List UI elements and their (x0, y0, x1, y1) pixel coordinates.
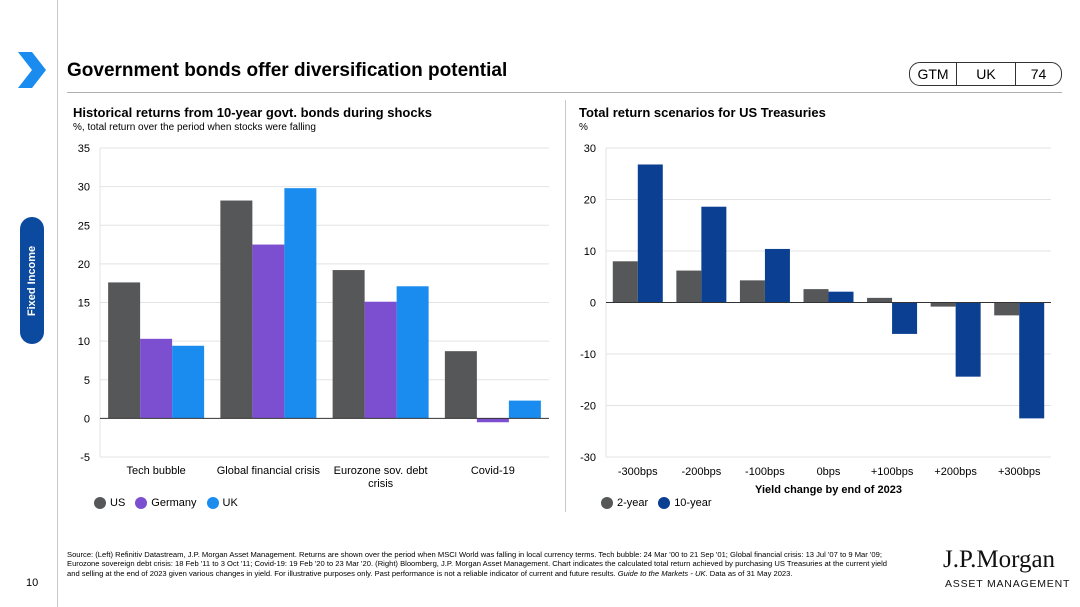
bar-us-global-financial-crisis (220, 200, 253, 419)
y-tick-label: -20 (580, 401, 596, 413)
asset-management-label: ASSET MANAGEMENT (945, 578, 1071, 590)
section-tab-fixed-income[interactable]: Fixed Income (20, 217, 44, 344)
y-tick-label: 35 (78, 143, 90, 155)
right-chart-title: Total return scenarios for US Treasuries (579, 105, 826, 120)
y-tick-label: 25 (78, 220, 90, 232)
y-tick-label: 10 (78, 336, 90, 348)
y-tick-label: 15 (78, 298, 90, 310)
legend-germany-label: Germany (151, 497, 197, 509)
badge-gtm: GTM (910, 63, 957, 85)
bar-us-covid-19 (444, 351, 477, 419)
y-tick-label: 10 (584, 246, 596, 258)
bar-10-year-200bps (701, 206, 727, 303)
left-chart-subtitle: %, total return over the period when sto… (73, 122, 316, 133)
bar-us-eurozone-sov-debt-crisis (332, 270, 365, 419)
legend-germany-swatch (135, 497, 148, 509)
x-tick-label: -100bps (745, 466, 785, 478)
bar-10-year-200bps (955, 302, 981, 377)
source-guide: Guide to the Markets - UK (617, 568, 706, 578)
bar-10-year-300bps (1019, 302, 1045, 419)
source-note: Source: (Left) Refinitiv Datastream, J.P… (67, 550, 897, 578)
section-tab-label: Fixed Income (26, 245, 38, 316)
y-tick-label: -5 (80, 452, 90, 464)
bar-germany-tech-bubble (140, 338, 173, 419)
bar-10-year-100bps (892, 302, 918, 334)
source-text: Source: (Left) Refinitiv Datastream, J.P… (67, 550, 888, 578)
y-tick-label: 30 (584, 143, 596, 155)
x-axis-title: Yield change by end of 2023 (755, 484, 902, 496)
y-tick-label: 0 (84, 413, 90, 425)
bar-germany-covid-19 (476, 418, 509, 423)
right-chart-legend: 2-year 10-year (601, 497, 721, 509)
bar-2-year-300bps (612, 261, 638, 303)
page-number: 10 (26, 577, 39, 589)
y-tick-label: 5 (84, 375, 90, 387)
bar-10-year-100bps (764, 248, 790, 303)
bar-2-year-100bps (867, 297, 893, 303)
bar-10-year-300bps (637, 164, 663, 303)
bar-10-year-0bps (828, 291, 854, 303)
x-tick-label: +300bps (998, 466, 1041, 478)
x-tick-label: -200bps (681, 466, 721, 478)
legend-uk-swatch (206, 497, 219, 509)
panel-divider (565, 100, 566, 512)
y-tick-label: -10 (580, 349, 596, 361)
y-tick-label: 30 (78, 182, 90, 194)
x-tick-label: +100bps (871, 466, 914, 478)
bar-uk-global-financial-crisis (284, 188, 317, 419)
x-tick-label: Global financial crisis (217, 465, 321, 477)
bar-2-year-100bps (739, 280, 765, 303)
right-bar-chart: -30 -20 -10 0 10 20 30 -300bps -200bps -100bps 0bp… (580, 143, 1051, 496)
x-tick-label: Tech bubble (126, 465, 185, 477)
y-tick-label: 20 (78, 259, 90, 271)
left-bar-chart: -5 0 5 10 15 20 25 30 35 Tech bubble Global financ… (78, 143, 549, 490)
y-tick-label: 20 (584, 195, 596, 207)
legend-uk-label: UK (222, 497, 238, 509)
x-tick-label: +200bps (934, 466, 977, 478)
y-tick-label: 0 (590, 298, 596, 310)
bar-us-tech-bubble (108, 282, 141, 419)
legend-2year-swatch (601, 497, 613, 509)
bar-uk-eurozone-sov-debt-crisis (396, 286, 429, 419)
left-chart-legend: US Germany UK (94, 497, 248, 509)
x-tick-label: Covid-19 (471, 465, 515, 477)
source-date: . Data as of 31 May 2023. (705, 568, 793, 578)
jpmorgan-logo: J.P.Morgan (943, 546, 1056, 573)
legend-10year-swatch (658, 497, 671, 509)
bar-2-year-200bps (930, 302, 956, 307)
left-chart-title: Historical returns from 10-year govt. bo… (73, 105, 433, 120)
chevron-right-icon (18, 52, 46, 88)
badge-page: 74 (1030, 66, 1047, 82)
bar-2-year-300bps (994, 302, 1020, 316)
bar-2-year-200bps (676, 270, 702, 303)
legend-us-swatch (94, 497, 106, 509)
bar-uk-covid-19 (508, 400, 541, 419)
legend-2year-label: 2-year (617, 497, 649, 509)
vertical-divider (57, 0, 58, 607)
x-tick-label: -300bps (618, 466, 658, 478)
bar-germany-global-financial-crisis (252, 244, 285, 419)
right-chart-subtitle: % (579, 122, 588, 133)
bar-germany-eurozone-sov-debt-crisis (364, 301, 397, 419)
x-tick-label: Eurozone sov. debt crisis (334, 465, 428, 490)
legend-10year-label: 10-year (674, 497, 712, 509)
title-divider (67, 92, 1062, 93)
bar-uk-tech-bubble (172, 345, 205, 419)
bar-2-year-0bps (803, 289, 829, 303)
badge-region: UK (957, 63, 1016, 85)
page-title: Government bonds offer diversification p… (67, 60, 508, 81)
y-tick-label: -30 (580, 452, 596, 464)
legend-us-label: US (110, 497, 126, 509)
page-badge: GTM UK 74 (909, 62, 1062, 86)
x-tick-label: 0bps (817, 466, 841, 478)
